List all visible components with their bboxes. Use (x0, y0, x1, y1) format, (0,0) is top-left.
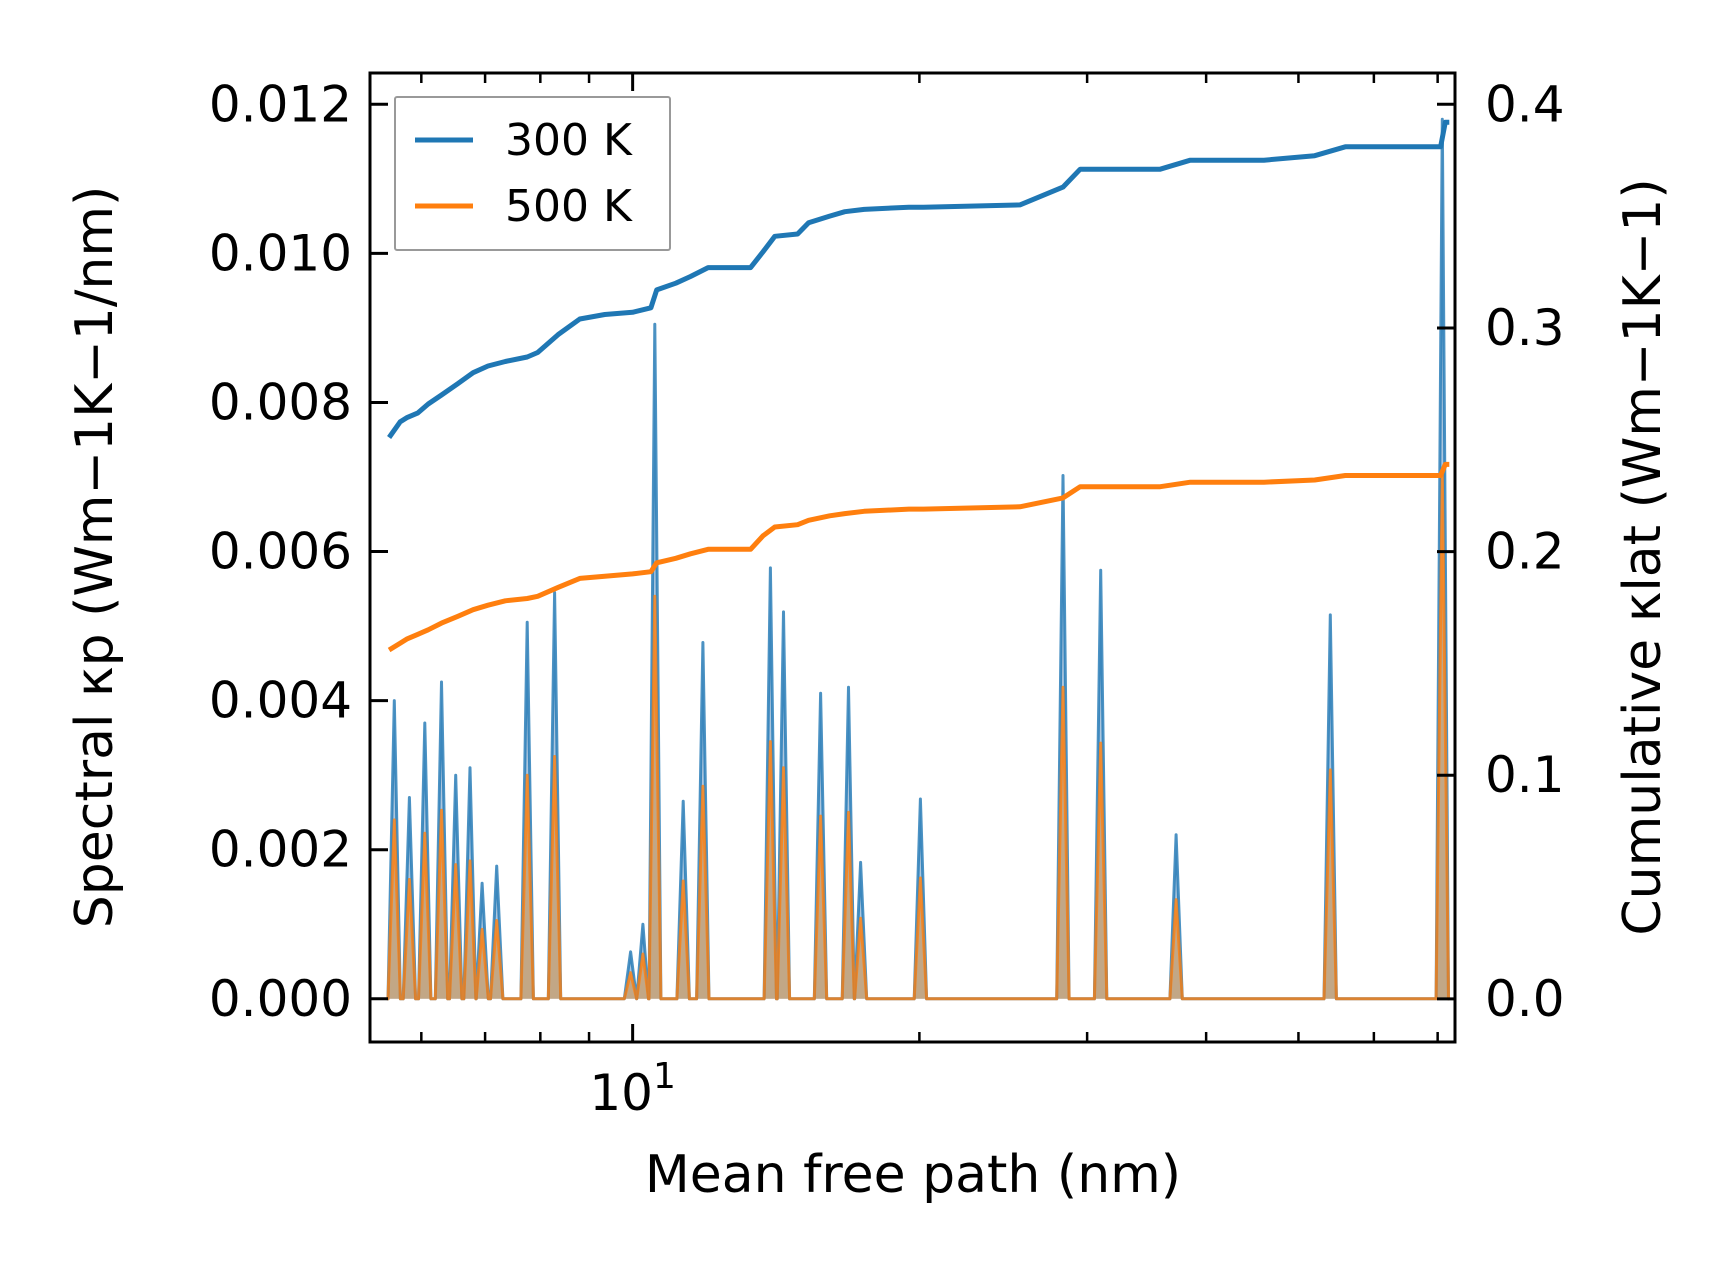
left-y-tick-label: 0.000 (209, 970, 352, 1028)
left-y-axis-label: Spectral κp (Wm−1K−1/nm) (65, 186, 125, 929)
right-y-axis-label: Cumulative κlat (Wm−1K−1) (1613, 178, 1673, 935)
right-y-tick-label: 0.1 (1485, 746, 1565, 804)
legend-label-500k: 500 K (505, 181, 633, 232)
left-y-tick-label: 0.002 (209, 821, 352, 879)
left-y-tick-label: 0.010 (209, 224, 352, 282)
right-y-tick-label: 0.2 (1485, 523, 1565, 581)
spectral-area-500k (386, 473, 1450, 999)
spectral-line-layer (386, 117, 1450, 1001)
left-y-tick-label: 0.006 (209, 523, 352, 581)
axes-layer: 0.000 0.002 0.004 0.006 0.008 0.010 0.012 0.0 0.… (209, 71, 1565, 1122)
cumulative-line-500k (387, 461, 1450, 653)
left-y-tick-label: 0.008 (209, 373, 352, 431)
left-y-tick-label: 0.012 (209, 75, 352, 133)
legend-label-300k: 300 K (505, 115, 633, 166)
cumulative-line-300k (387, 119, 1450, 439)
cumulative-line-layer (387, 119, 1450, 653)
left-y-tick-label: 0.004 (209, 672, 352, 730)
legend: 300 K 500 K (394, 96, 671, 251)
right-y-tick-label: 0.4 (1485, 75, 1565, 133)
right-y-tick-label: 0.0 (1485, 970, 1565, 1028)
right-y-tick-label: 0.3 (1485, 299, 1565, 357)
legend-box (394, 96, 671, 251)
x-axis-label: Mean free path (nm) (645, 1145, 1181, 1205)
spectral-line-500k (386, 471, 1450, 1001)
plot-frame (368, 71, 1457, 1044)
